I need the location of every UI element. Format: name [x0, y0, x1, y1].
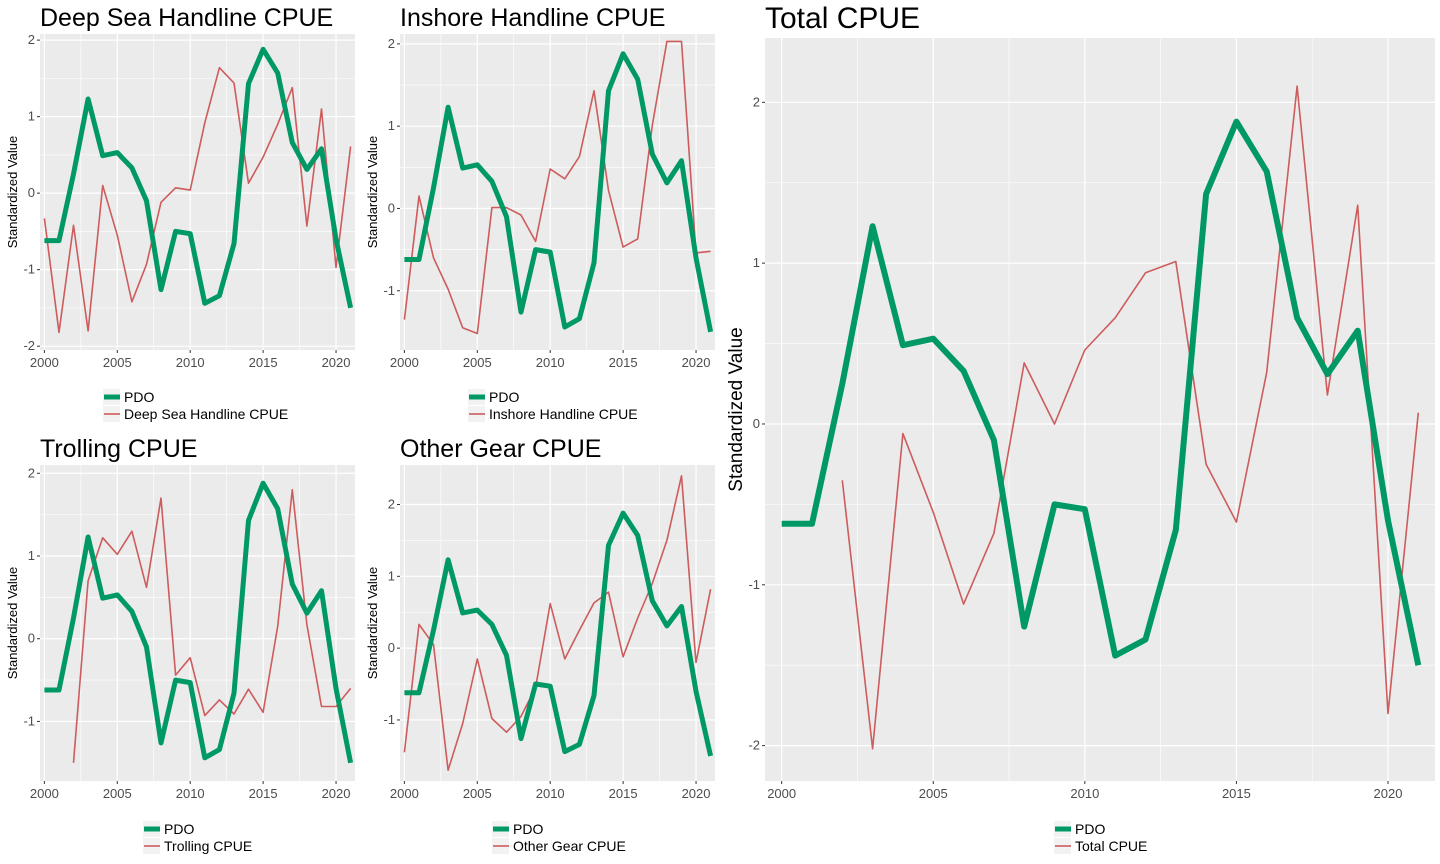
y-tick-label: -1	[383, 712, 395, 727]
x-tick-label: 2000	[390, 786, 419, 801]
pdo-series-line	[44, 46, 354, 309]
x-tick-label: 2010	[1070, 786, 1099, 801]
x-tick-label: 2015	[249, 786, 278, 801]
chart-title: Total CPUE	[765, 2, 920, 35]
x-tick-label: 2015	[609, 786, 638, 801]
legend-label-cpue: Inshore Handline CPUE	[489, 406, 638, 422]
y-tick-label: -1	[383, 283, 395, 298]
x-tick-label: 2020	[682, 786, 711, 801]
y-axis-label: Standardized Value	[5, 567, 20, 680]
x-tick-label: 2005	[103, 355, 132, 370]
y-tick-label: 2	[28, 32, 35, 47]
pdo-series-line	[404, 510, 714, 757]
x-tick-label: 2020	[322, 786, 351, 801]
x-tick-label: 2015	[249, 355, 278, 370]
x-tick-label: 2005	[463, 355, 492, 370]
chart-title: Inshore Handline CPUE	[400, 4, 665, 32]
y-tick-label: -1	[748, 577, 760, 592]
y-tick-label: 1	[28, 548, 35, 563]
y-tick-label: 1	[753, 255, 760, 270]
x-tick-label: 2020	[322, 355, 351, 370]
y-axis-label: Standardized Value	[726, 327, 747, 491]
y-tick-label: 0	[388, 640, 395, 655]
x-tick-label: 2015	[609, 355, 638, 370]
x-tick-label: 2005	[919, 786, 948, 801]
legend-label-pdo: PDO	[124, 389, 154, 405]
y-tick-label: -2	[23, 338, 35, 353]
y-tick-label: 1	[388, 118, 395, 133]
y-axis-label: Standardized Value	[5, 136, 20, 249]
chart-title: Other Gear CPUE	[400, 435, 601, 463]
cpue-series-line	[403, 40, 711, 335]
x-tick-label: 2020	[1374, 786, 1403, 801]
y-tick-label: -2	[748, 738, 760, 753]
legend-label-pdo: PDO	[489, 389, 519, 405]
chart-panel-4: -1 0 1 2 2000 2005 2010 2015 2020 Other Gear CPUE…	[365, 435, 715, 854]
x-tick-label: 2005	[463, 786, 492, 801]
legend-label-pdo: PDO	[164, 821, 194, 837]
legend-label-pdo: PDO	[513, 821, 543, 837]
legend-label-cpue: Other Gear CPUE	[513, 838, 626, 854]
cpue-series-line	[72, 488, 352, 763]
x-tick-label: 2010	[176, 786, 205, 801]
chart-panel-3: -1 0 1 2 2000 2005 2010 2015 2020 Trolling CPUE St…	[5, 435, 355, 854]
y-tick-label: 1	[388, 568, 395, 583]
legend-label-pdo: PDO	[1075, 821, 1105, 837]
pdo-series-line	[781, 118, 1422, 666]
cpue-series-line	[841, 85, 1420, 750]
y-tick-label: 2	[388, 497, 395, 512]
pdo-series-line	[44, 480, 354, 764]
x-tick-label: 2000	[767, 786, 796, 801]
cpue-series-line	[403, 474, 712, 772]
x-tick-label: 2010	[536, 786, 565, 801]
x-tick-label: 2000	[30, 786, 59, 801]
y-tick-label: -1	[23, 713, 35, 728]
x-tick-label: 2005	[103, 786, 132, 801]
plot-panel	[40, 465, 355, 781]
chart-title: Trolling CPUE	[40, 435, 197, 463]
chart-panel-5: -2 -1 0 1 2 2000 2005 2010 2015 2020 Total CPUE Sta…	[726, 2, 1435, 854]
chart-title: Deep Sea Handline CPUE	[40, 4, 333, 32]
x-tick-label: 2020	[682, 355, 711, 370]
x-tick-label: 2015	[1222, 786, 1251, 801]
y-tick-label: 0	[28, 185, 35, 200]
y-tick-label: 0	[28, 631, 35, 646]
x-tick-label: 2010	[176, 355, 205, 370]
chart-panel-1: -2 -1 0 1 2 2000 2005 2010 2015 2020 Deep Sea Hand…	[5, 4, 355, 422]
legend-label-cpue: Deep Sea Handline CPUE	[124, 406, 288, 422]
plot-panel	[40, 34, 355, 350]
y-tick-label: 0	[753, 416, 760, 431]
y-axis-label: Standardized Value	[365, 136, 380, 249]
y-tick-label: 2	[388, 36, 395, 51]
y-tick-label: 0	[388, 200, 395, 215]
x-tick-label: 2000	[390, 355, 419, 370]
plot-panel	[765, 38, 1435, 781]
x-tick-label: 2000	[30, 355, 59, 370]
chart-panel-2: -1 0 1 2 2000 2005 2010 2015 2020 Inshore Handlin…	[365, 4, 715, 422]
y-tick-label: -1	[23, 262, 35, 277]
legend-label-cpue: Trolling CPUE	[164, 838, 252, 854]
x-tick-label: 2010	[536, 355, 565, 370]
y-axis-label: Standardized Value	[365, 567, 380, 680]
y-tick-label: 2	[28, 465, 35, 480]
legend-label-cpue: Total CPUE	[1075, 838, 1147, 854]
y-tick-label: 2	[753, 94, 760, 109]
y-tick-label: 1	[28, 109, 35, 124]
pdo-series-line	[404, 51, 714, 333]
